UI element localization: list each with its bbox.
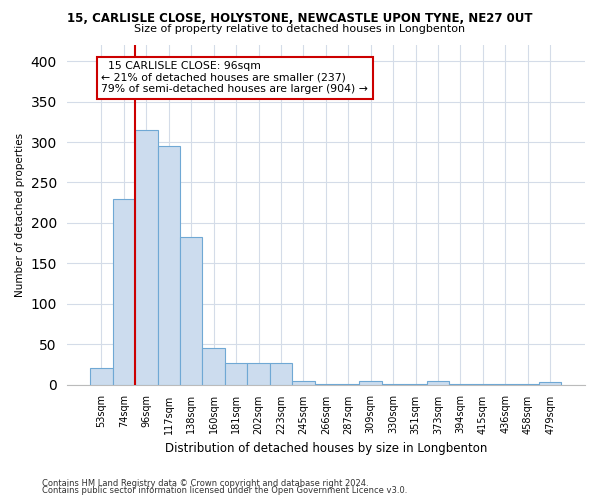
Bar (158, 146, 180, 384)
Y-axis label: Number of detached properties: Number of detached properties (15, 132, 25, 297)
Bar (225, 362, 247, 384)
Text: Size of property relative to detached houses in Longbenton: Size of property relative to detached ho… (134, 24, 466, 34)
Bar (202, 348, 225, 385)
X-axis label: Distribution of detached houses by size in Longbenton: Distribution of detached houses by size … (164, 442, 487, 455)
Bar (359, 380, 382, 384)
Bar (180, 236, 202, 384)
Text: Contains HM Land Registry data © Crown copyright and database right 2024.: Contains HM Land Registry data © Crown c… (42, 478, 368, 488)
Bar (247, 362, 270, 384)
Text: Contains public sector information licensed under the Open Government Licence v3: Contains public sector information licen… (42, 486, 407, 495)
Bar (292, 380, 314, 384)
Text: 15 CARLISLE CLOSE: 96sqm  
← 21% of detached houses are smaller (237)
79% of sem: 15 CARLISLE CLOSE: 96sqm ← 21% of detach… (101, 61, 368, 94)
Bar (270, 362, 292, 384)
Bar (90, 368, 113, 384)
Bar (427, 380, 449, 384)
Text: 15, CARLISLE CLOSE, HOLYSTONE, NEWCASTLE UPON TYNE, NE27 0UT: 15, CARLISLE CLOSE, HOLYSTONE, NEWCASTLE… (67, 12, 533, 26)
Bar (135, 130, 158, 384)
Bar (113, 198, 135, 384)
Bar (539, 382, 562, 384)
